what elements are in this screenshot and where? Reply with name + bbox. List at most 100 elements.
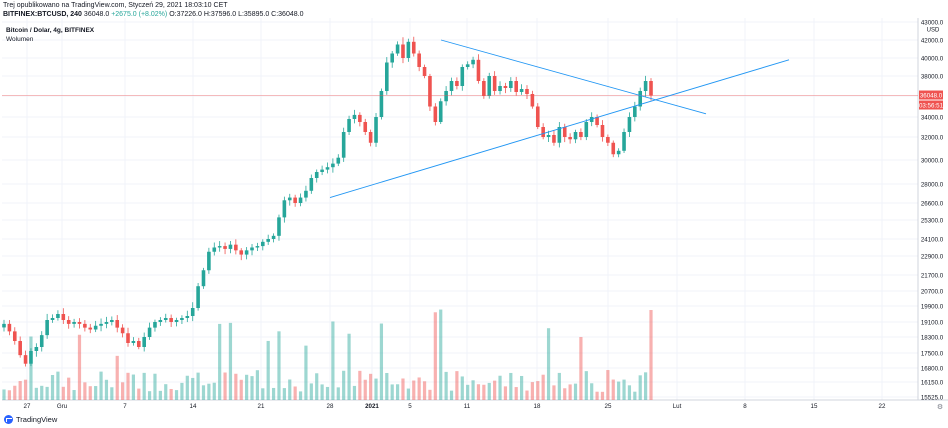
- y-tick-label: 43000.0: [921, 20, 944, 27]
- volume-bar: [638, 375, 642, 400]
- settings-icon: ⚙: [937, 403, 943, 411]
- candle-body: [379, 91, 384, 117]
- candle-body: [250, 247, 254, 251]
- candle-body: [169, 318, 173, 322]
- candle-body: [234, 244, 238, 251]
- volume-bar: [61, 386, 65, 400]
- volume-bar: [7, 390, 11, 400]
- candle-body: [185, 316, 190, 318]
- volume-bar: [137, 388, 141, 400]
- candle-body: [29, 351, 33, 364]
- candle-body: [336, 157, 341, 164]
- volume-bar: [487, 382, 491, 400]
- volume-bar: [223, 372, 227, 400]
- x-tick-label: Lut: [673, 403, 682, 410]
- trendline-descending-resistance: [440, 39, 707, 115]
- volume-bar: [174, 390, 179, 400]
- volume-legend: Wolumen: [6, 36, 34, 43]
- volume-bar: [482, 384, 486, 400]
- candle-body: [120, 327, 125, 334]
- countdown-label: 03:56:51: [919, 103, 944, 110]
- candle-body: [449, 81, 454, 91]
- volume-bar: [514, 387, 518, 400]
- volume-bar: [169, 388, 173, 400]
- volume-bar: [83, 382, 87, 400]
- volume-bar: [466, 384, 470, 400]
- volume-bar: [347, 333, 351, 400]
- candle-body: [261, 241, 265, 247]
- tradingview-logo-icon: [4, 415, 13, 424]
- candle-body: [131, 341, 136, 343]
- candle-body: [352, 114, 357, 119]
- price-change: +2675.0 (+8.02%): [111, 11, 168, 18]
- volume-bar: [498, 375, 502, 400]
- volume-bar: [595, 391, 599, 400]
- volume-bar: [336, 387, 340, 400]
- candle-body: [201, 270, 206, 287]
- y-tick-label: 40000.0: [921, 56, 944, 63]
- volume-bar: [433, 312, 437, 400]
- candle-body: [61, 314, 66, 320]
- x-tick-label: 14: [190, 403, 197, 410]
- candle-body: [444, 91, 448, 102]
- candle-body: [255, 246, 260, 248]
- symbol-quote-line: BITFINEX:BTCUSD, 240 36048.0 +2675.0 (+8…: [3, 11, 303, 18]
- candle-body: [271, 235, 276, 239]
- volume-bar: [530, 382, 534, 400]
- volume-bar: [271, 387, 276, 400]
- y-tick-label: 20700.0: [921, 289, 944, 296]
- volume-bar: [493, 380, 497, 400]
- candle-body: [115, 320, 120, 328]
- last-price-tag: [919, 90, 943, 100]
- volume-bar: [34, 387, 38, 400]
- y-tick-label: 28000.0: [921, 182, 944, 189]
- candle-body: [314, 172, 319, 178]
- y-tick-label: 25300.0: [921, 218, 944, 225]
- candle-body: [535, 106, 540, 127]
- volume-bar: [158, 390, 162, 400]
- symbol-label: BITFINEX:BTCUSD, 240: [3, 11, 82, 18]
- x-tick-label: 27: [24, 403, 31, 410]
- y-tick-label: 32000.0: [921, 135, 944, 142]
- volume-bar: [293, 386, 297, 400]
- x-tick-label: 15: [811, 403, 818, 410]
- candle-body: [552, 135, 556, 143]
- volume-bar: [633, 391, 637, 400]
- volume-bar: [23, 379, 28, 400]
- candle-body: [266, 239, 270, 242]
- candle-body: [433, 106, 438, 122]
- volume-bar: [304, 345, 308, 400]
- y-tick-label: 17500.0: [921, 351, 944, 358]
- candle-body: [147, 327, 152, 337]
- volume-bar: [142, 372, 146, 400]
- volume-bar: [622, 379, 626, 400]
- candle-body: [643, 81, 648, 91]
- candle-body: [93, 325, 98, 330]
- brand-footer[interactable]: TradingView: [4, 415, 57, 424]
- volume-bar: [509, 372, 513, 400]
- volume-bar: [110, 387, 114, 400]
- volume-bar: [212, 382, 216, 400]
- candle-body: [2, 323, 6, 328]
- x-tick-label: 11: [464, 403, 471, 410]
- brand-label: TradingView: [16, 415, 58, 424]
- volume-bar: [471, 380, 475, 400]
- volume-bar: [649, 310, 653, 400]
- volume-bar: [185, 375, 189, 400]
- volume-bar: [417, 377, 421, 400]
- volume-bar: [401, 378, 405, 400]
- volume-bar: [600, 391, 605, 400]
- candle-body: [530, 94, 535, 107]
- volume-bar: [207, 383, 211, 400]
- candle-body: [465, 64, 470, 67]
- candle-body: [627, 117, 632, 132]
- volume-bar: [13, 385, 17, 400]
- volume-bar: [201, 385, 206, 400]
- volume-bar: [320, 384, 324, 400]
- volume-bar: [50, 374, 55, 400]
- y-tick-label: 19900.0: [921, 304, 944, 311]
- candle-body: [422, 67, 427, 76]
- candle-body: [579, 132, 583, 137]
- candle-body: [546, 135, 551, 137]
